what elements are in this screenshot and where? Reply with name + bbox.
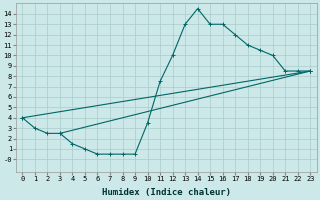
X-axis label: Humidex (Indice chaleur): Humidex (Indice chaleur): [102, 188, 231, 197]
